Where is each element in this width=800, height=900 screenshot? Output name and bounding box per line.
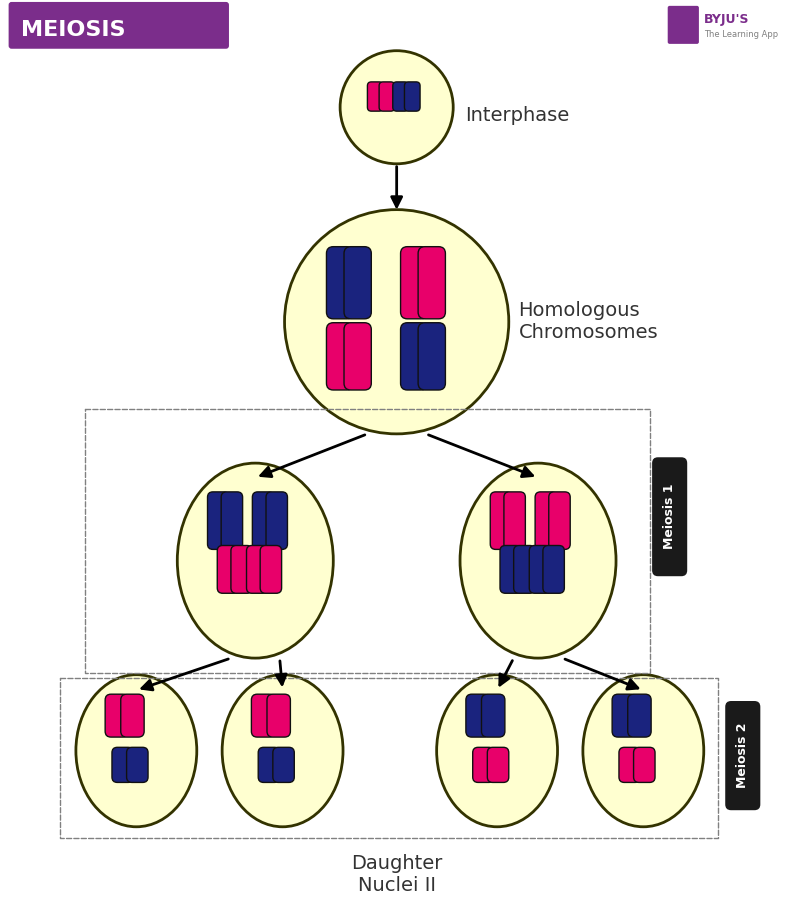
Text: Homologous
Chromosomes: Homologous Chromosomes <box>518 302 658 342</box>
FancyBboxPatch shape <box>668 5 699 44</box>
FancyBboxPatch shape <box>401 323 428 390</box>
FancyBboxPatch shape <box>9 2 229 49</box>
FancyBboxPatch shape <box>112 747 134 782</box>
FancyBboxPatch shape <box>726 701 760 810</box>
FancyBboxPatch shape <box>466 694 490 737</box>
FancyBboxPatch shape <box>500 545 522 593</box>
FancyBboxPatch shape <box>260 545 282 593</box>
FancyBboxPatch shape <box>490 492 512 549</box>
Text: Interphase: Interphase <box>465 105 569 124</box>
FancyBboxPatch shape <box>121 694 144 737</box>
Ellipse shape <box>76 675 197 827</box>
Ellipse shape <box>178 464 334 658</box>
FancyBboxPatch shape <box>252 492 274 549</box>
Ellipse shape <box>460 464 616 658</box>
FancyBboxPatch shape <box>344 323 371 390</box>
FancyBboxPatch shape <box>482 694 505 737</box>
FancyBboxPatch shape <box>401 247 428 319</box>
FancyBboxPatch shape <box>326 247 354 319</box>
Text: Meiosis 2: Meiosis 2 <box>736 723 750 788</box>
FancyBboxPatch shape <box>530 545 550 593</box>
FancyBboxPatch shape <box>487 747 509 782</box>
FancyBboxPatch shape <box>405 82 420 111</box>
FancyBboxPatch shape <box>504 492 526 549</box>
Text: Daughter
Nuclei II: Daughter Nuclei II <box>351 854 442 896</box>
FancyBboxPatch shape <box>652 457 687 576</box>
Ellipse shape <box>340 50 454 164</box>
FancyBboxPatch shape <box>344 247 371 319</box>
FancyBboxPatch shape <box>473 747 494 782</box>
FancyBboxPatch shape <box>628 694 651 737</box>
Text: BYJU'S: BYJU'S <box>704 13 750 26</box>
Ellipse shape <box>222 675 343 827</box>
Text: MEIOSIS: MEIOSIS <box>22 20 126 40</box>
FancyBboxPatch shape <box>231 545 252 593</box>
FancyBboxPatch shape <box>612 694 635 737</box>
FancyBboxPatch shape <box>535 492 557 549</box>
FancyBboxPatch shape <box>367 82 383 111</box>
FancyBboxPatch shape <box>218 545 238 593</box>
FancyBboxPatch shape <box>619 747 641 782</box>
FancyBboxPatch shape <box>267 694 290 737</box>
FancyBboxPatch shape <box>246 545 268 593</box>
Ellipse shape <box>583 675 704 827</box>
FancyBboxPatch shape <box>207 492 229 549</box>
FancyBboxPatch shape <box>418 323 446 390</box>
Text: Meiosis 1: Meiosis 1 <box>663 484 676 550</box>
FancyBboxPatch shape <box>258 747 280 782</box>
FancyBboxPatch shape <box>326 323 354 390</box>
Ellipse shape <box>437 675 558 827</box>
FancyBboxPatch shape <box>418 247 446 319</box>
FancyBboxPatch shape <box>251 694 274 737</box>
FancyBboxPatch shape <box>221 492 242 549</box>
FancyBboxPatch shape <box>393 82 408 111</box>
Ellipse shape <box>285 210 509 434</box>
FancyBboxPatch shape <box>634 747 655 782</box>
FancyBboxPatch shape <box>266 492 287 549</box>
FancyBboxPatch shape <box>126 747 148 782</box>
FancyBboxPatch shape <box>543 545 564 593</box>
FancyBboxPatch shape <box>105 694 129 737</box>
FancyBboxPatch shape <box>514 545 535 593</box>
FancyBboxPatch shape <box>549 492 570 549</box>
FancyBboxPatch shape <box>379 82 394 111</box>
FancyBboxPatch shape <box>273 747 294 782</box>
Text: The Learning App: The Learning App <box>704 30 778 39</box>
